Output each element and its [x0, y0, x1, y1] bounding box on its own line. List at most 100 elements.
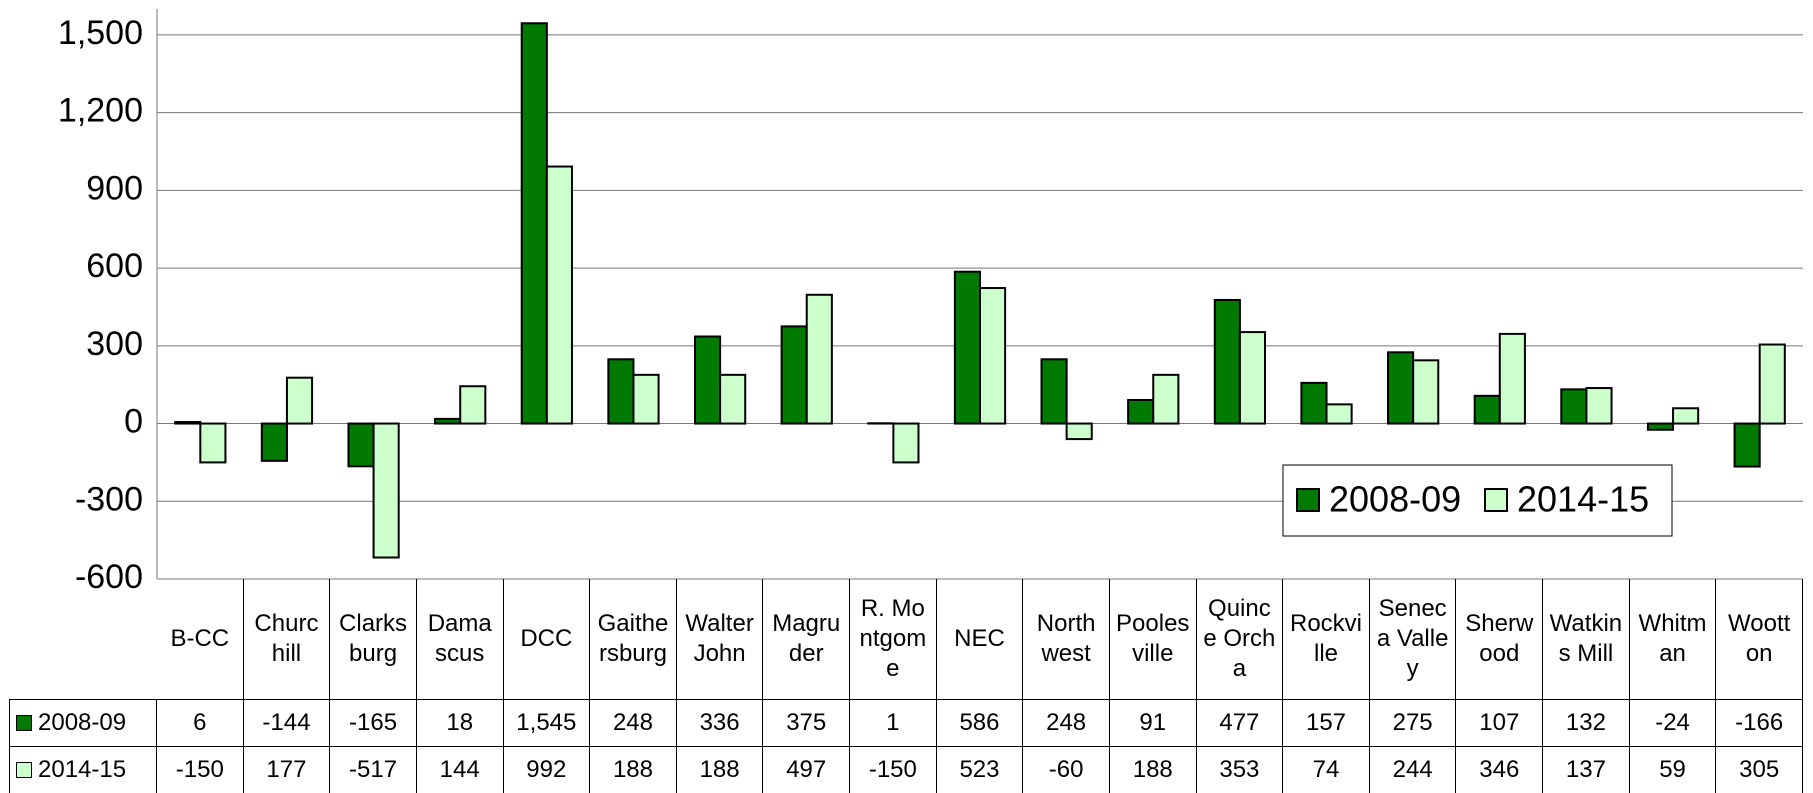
category-cell: Quince Orcha	[1197, 579, 1284, 699]
bar	[719, 373, 747, 425]
bar	[1498, 332, 1526, 425]
data-cell: 346	[1456, 746, 1544, 793]
y-tick-label: 1,500	[58, 14, 143, 52]
data-cell: 157	[1283, 699, 1370, 746]
y-tick-label: -600	[75, 558, 143, 596]
bar	[805, 293, 833, 425]
bar	[1065, 422, 1093, 441]
data-cell: 91	[1109, 699, 1197, 746]
data-cell: -150	[157, 746, 244, 793]
row-label: 2014-15	[38, 756, 127, 783]
data-cell: 523	[936, 746, 1024, 793]
bar	[1152, 373, 1180, 425]
bar	[953, 270, 981, 425]
category-cell: Sherwood	[1456, 579, 1544, 699]
bar	[1585, 387, 1613, 425]
category-cell: Poolesville	[1110, 579, 1197, 699]
legend-swatch	[16, 715, 32, 731]
category-cell: Northwest	[1023, 579, 1110, 699]
data-cell: 132	[1543, 699, 1630, 746]
y-tick-label: 300	[86, 325, 143, 363]
y-tick-label: 600	[86, 247, 143, 285]
bar	[434, 417, 462, 425]
data-cell: 305	[1716, 746, 1803, 793]
data-cell: 74	[1283, 746, 1370, 793]
category-cell: Watkins Mill	[1543, 579, 1630, 699]
data-cell: 497	[763, 746, 851, 793]
bar	[260, 422, 288, 462]
data-cell: 244	[1369, 746, 1457, 793]
data-cell: -517	[330, 746, 417, 793]
data-cell: -60	[1023, 746, 1110, 793]
category-cell: Churchill	[244, 579, 331, 699]
category-cell: Walter John	[677, 579, 764, 699]
bar	[1672, 407, 1700, 425]
category-cell: NEC	[937, 579, 1024, 699]
data-cell: 188	[1109, 746, 1197, 793]
bar	[347, 422, 375, 468]
data-cell: 275	[1369, 699, 1457, 746]
bar	[1238, 331, 1267, 425]
category-cell: Seneca Valley	[1370, 579, 1457, 699]
data-cell: 1	[850, 699, 937, 746]
bar	[780, 325, 808, 425]
data-cell: -150	[850, 746, 937, 793]
data-cell: 59	[1629, 746, 1717, 793]
bar	[1646, 422, 1675, 431]
legend-swatch	[1296, 488, 1320, 512]
bar	[1325, 403, 1353, 425]
data-cell: -165	[330, 699, 417, 746]
category-cell: Clarksburg	[330, 579, 417, 699]
category-cell: Wootton	[1716, 579, 1803, 699]
legend	[1282, 464, 1673, 537]
y-tick-label: 1,200	[58, 92, 143, 130]
data-cell: -166	[1716, 699, 1803, 746]
bar	[1387, 351, 1415, 425]
data-cell: -144	[243, 699, 331, 746]
data-cell: 477	[1196, 699, 1284, 746]
legend-label: 2014-15	[1517, 479, 1649, 520]
category-cell: Magruder	[763, 579, 851, 699]
bar	[285, 376, 314, 425]
y-tick-label: 900	[86, 169, 143, 207]
category-cell: R. Montgome	[850, 579, 937, 699]
bar	[199, 422, 227, 464]
category-cell: DCC	[504, 579, 591, 699]
data-cell: 248	[1023, 699, 1110, 746]
bar	[1127, 398, 1155, 425]
y-tick-label: -300	[75, 480, 143, 518]
data-cell: 1,545	[503, 699, 591, 746]
data-cell: 107	[1456, 699, 1544, 746]
legend-swatch	[16, 762, 32, 778]
row-label: 2008-09	[38, 709, 127, 736]
bar	[459, 385, 487, 425]
data-cell: 353	[1196, 746, 1284, 793]
data-cell: 177	[243, 746, 331, 793]
bar	[1040, 358, 1068, 425]
bar	[1733, 422, 1761, 468]
legend-label: 2008-09	[1329, 479, 1461, 520]
data-cell: 188	[676, 746, 764, 793]
bar	[1758, 343, 1786, 425]
data-cell: 375	[763, 699, 851, 746]
bar	[1300, 381, 1328, 425]
bar	[1473, 394, 1501, 425]
data-cell: 144	[416, 746, 504, 793]
data-cell: 188	[590, 746, 677, 793]
category-cell: Gaithersburg	[590, 579, 677, 699]
data-cell: 137	[1543, 746, 1630, 793]
category-cell: Whitman	[1630, 579, 1717, 699]
category-cell: Damascus	[417, 579, 504, 699]
row-header: 2014-15	[9, 746, 157, 793]
data-cell: 18	[416, 699, 504, 746]
data-cell: 992	[503, 746, 591, 793]
data-cell: -24	[1629, 699, 1717, 746]
bar	[892, 422, 920, 464]
data-cell: 336	[676, 699, 764, 746]
bar	[372, 422, 400, 559]
legend-swatch	[1484, 488, 1508, 512]
bar	[520, 22, 548, 425]
category-cell: B-CC	[157, 579, 244, 699]
bar	[693, 335, 722, 425]
